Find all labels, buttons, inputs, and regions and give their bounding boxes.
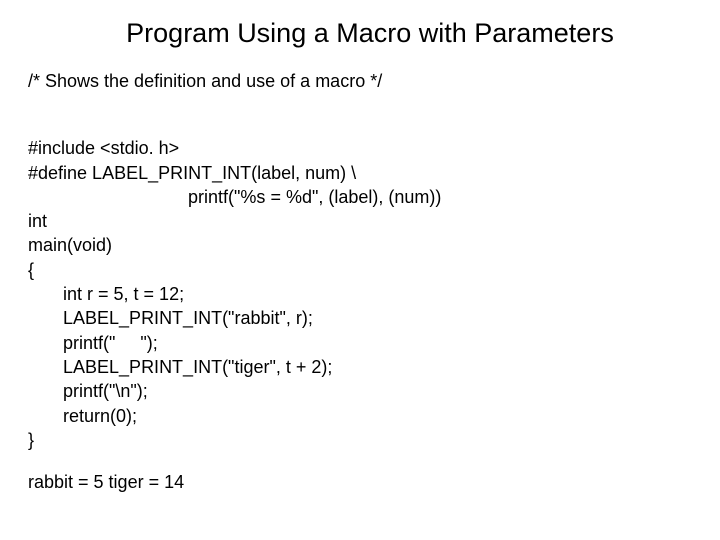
code-comment: /* Shows the definition and use of a mac… — [28, 71, 692, 92]
code-line: #define LABEL_PRINT_INT(label, num) \ — [28, 163, 356, 183]
code-line: { — [28, 260, 34, 280]
code-line: printf(" "); — [28, 333, 158, 353]
code-line: } — [28, 430, 34, 450]
code-line: main(void) — [28, 235, 112, 255]
code-block: #include <stdio. h> #define LABEL_PRINT_… — [28, 112, 692, 452]
program-output: rabbit = 5 tiger = 14 — [28, 472, 692, 493]
code-line: printf("%s = %d", (label), (num)) — [28, 187, 441, 207]
code-line: LABEL_PRINT_INT("tiger", t + 2); — [28, 357, 332, 377]
code-line: #include <stdio. h> — [28, 138, 179, 158]
code-line: int r = 5, t = 12; — [28, 284, 184, 304]
slide-title: Program Using a Macro with Parameters — [28, 18, 692, 49]
code-line: return(0); — [28, 406, 137, 426]
code-line: printf("\n"); — [28, 381, 148, 401]
code-line: LABEL_PRINT_INT("rabbit", r); — [28, 308, 313, 328]
code-line: int — [28, 211, 47, 231]
